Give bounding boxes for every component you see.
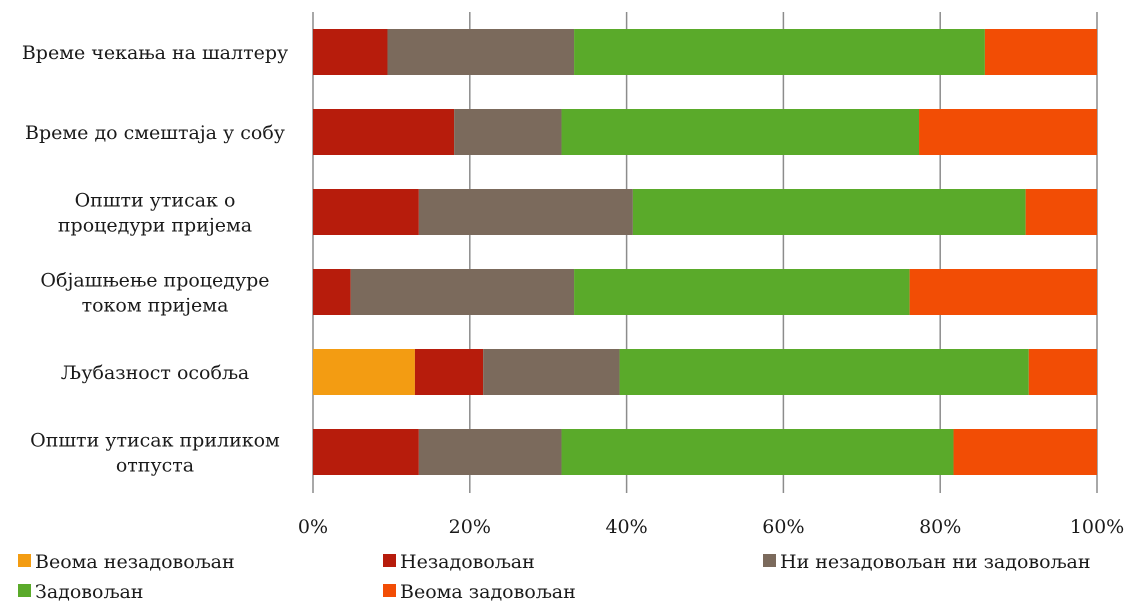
bar-segment: [953, 429, 1097, 475]
legend-label: Незадовољан: [400, 551, 535, 573]
bar-segment: [1025, 189, 1097, 235]
bar-segment: [350, 269, 575, 315]
legend-label: Веома задовољан: [400, 581, 576, 603]
legend-swatch: [18, 584, 31, 597]
bar-segment: [561, 429, 954, 475]
category-label: Време чекања на шалтеру: [22, 42, 288, 64]
bar-segment: [418, 429, 562, 475]
bar-segment: [313, 109, 455, 155]
legend-swatch: [383, 584, 396, 597]
x-tick-label: 20%: [449, 516, 491, 538]
bar-segment: [313, 29, 388, 75]
bar-segment: [387, 29, 575, 75]
bar-segment: [1028, 349, 1097, 395]
category-label: Објашњење процедуре: [40, 270, 269, 292]
bar-layer: [313, 29, 1097, 475]
bar-segment: [454, 109, 562, 155]
grid-layer: [312, 12, 1098, 493]
bar-segment: [619, 349, 1029, 395]
bar-segment: [313, 429, 419, 475]
category-label: Општи утисак о: [75, 190, 236, 212]
x-tick-label: 100%: [1070, 516, 1124, 538]
category-labels: Време чекања на шалтеру Време до смештаја…: [22, 42, 288, 477]
x-axis-ticks: 0% 20% 40% 60% 80% 100%: [298, 516, 1124, 538]
bar-segment: [313, 349, 415, 395]
bar-segment: [414, 349, 484, 395]
bar-segment: [313, 189, 419, 235]
legend: Веома незадовољан Незадовољан Ни незадовољ…: [18, 551, 1091, 603]
bar-segment: [313, 269, 351, 315]
category-label: током пријема: [82, 295, 229, 317]
category-label: Љубазност особља: [61, 362, 250, 384]
category-label: Општи утисак приликом: [30, 430, 280, 452]
bar-segment: [984, 29, 1097, 75]
x-tick-label: 80%: [919, 516, 961, 538]
bar-segment: [909, 269, 1097, 315]
category-label: отпуста: [116, 455, 194, 477]
bar-segment: [632, 189, 1026, 235]
legend-label: Веома незадовољан: [35, 551, 235, 573]
x-tick-label: 60%: [762, 516, 804, 538]
legend-label: Задовољан: [35, 581, 143, 603]
category-label: Време до смештаја у собу: [25, 122, 285, 144]
bar-segment: [574, 29, 985, 75]
x-tick-label: 0%: [298, 516, 328, 538]
legend-swatch: [383, 554, 396, 567]
legend-label: Ни незадовољан ни задовољан: [780, 551, 1091, 573]
bar-segment: [418, 189, 633, 235]
bar-segment: [561, 109, 920, 155]
category-label: процедури пријема: [58, 215, 252, 237]
bar-segment: [483, 349, 620, 395]
legend-swatch: [18, 554, 31, 567]
bar-segment: [574, 269, 910, 315]
legend-swatch: [763, 554, 776, 567]
x-tick-label: 40%: [605, 516, 647, 538]
bar-segment: [919, 109, 1097, 155]
